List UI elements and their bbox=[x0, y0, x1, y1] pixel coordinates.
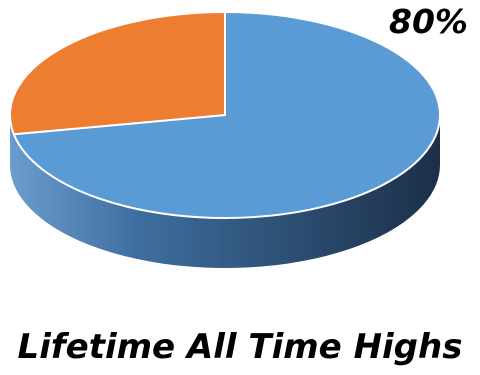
pie-side-face bbox=[10, 115, 440, 268]
pie-slice-1 bbox=[9, 11, 226, 136]
pie-slices bbox=[9, 11, 441, 219]
chart-title: Lifetime All Time Highs bbox=[17, 327, 463, 367]
pie-side-wall bbox=[10, 115, 440, 268]
percentage-annotation: 80% bbox=[389, 2, 468, 41]
pie-slice-0 bbox=[12, 11, 441, 219]
